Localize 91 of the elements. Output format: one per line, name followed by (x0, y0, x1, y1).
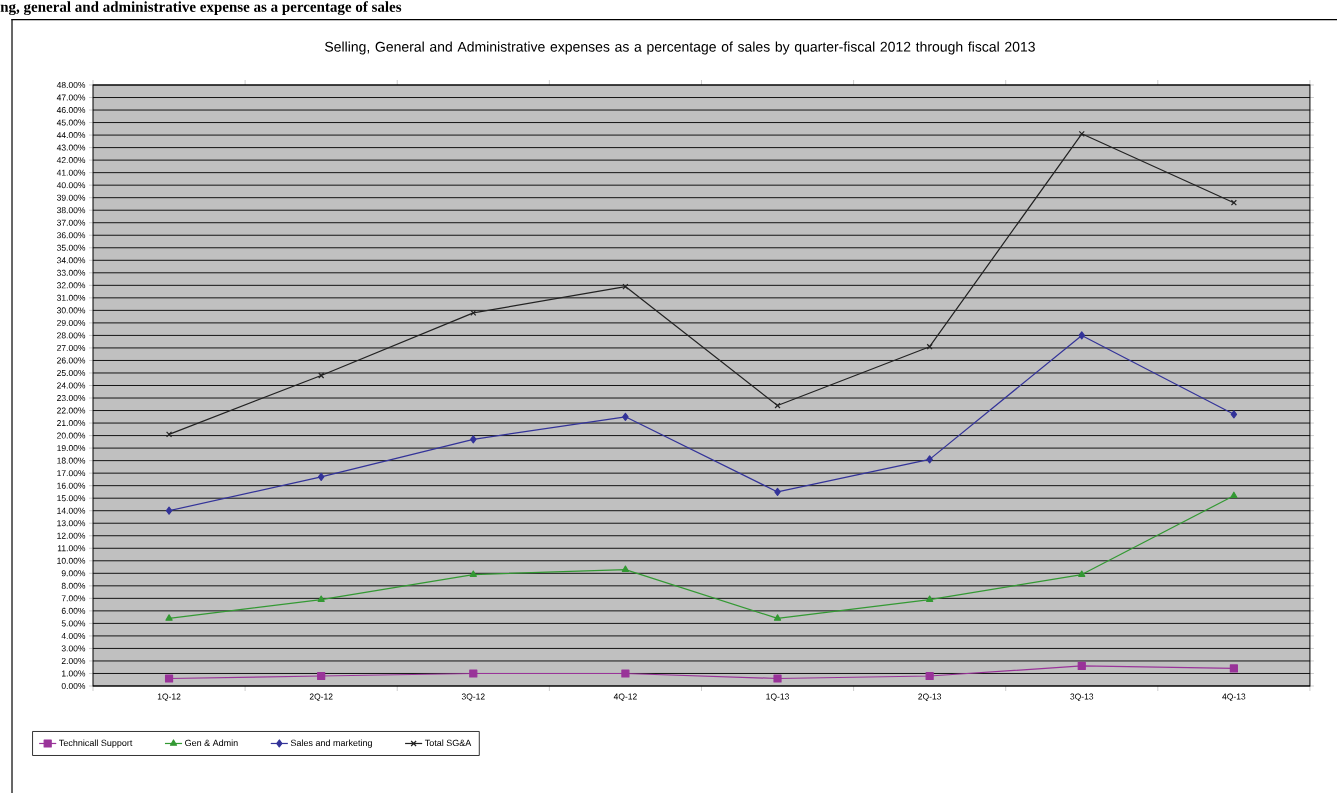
y-tick-label: 26.00% (57, 357, 86, 364)
point (1230, 410, 1238, 419)
legend-label: Sales and marketing (290, 739, 372, 748)
y-tick-label: 36.00% (56, 232, 86, 239)
point (317, 595, 325, 602)
y-tick-label: 46.00% (56, 107, 86, 114)
y-tick-label: 7.00% (61, 595, 86, 602)
y-tick-label: 21.00% (57, 420, 86, 427)
y-tick-label: 8.00% (61, 582, 86, 589)
y-tick-label: 29.00% (57, 319, 86, 326)
y-tick-label: 11.00% (57, 545, 86, 552)
y-tick-label: 43.00% (56, 144, 86, 151)
y-tick-label: 28.00% (57, 332, 86, 339)
legend-label: Gen & Admin (185, 739, 238, 747)
point (165, 506, 173, 515)
y-tick-label: 25.00% (57, 369, 86, 376)
y-tick-label: 34.00% (56, 257, 86, 264)
y-tick-label: 23.00% (57, 395, 86, 402)
point (317, 671, 326, 681)
y-tick-label: 1.00% (62, 670, 86, 677)
y-tick-label: 41.00% (56, 169, 86, 176)
y-tick-label: 13.00% (57, 520, 86, 527)
point (164, 674, 174, 683)
y-tick-label: 0.00% (61, 683, 86, 689)
y-tick-label: 32.00% (56, 282, 86, 289)
point (1078, 570, 1086, 577)
point (774, 487, 781, 497)
y-tick-label: 20.00% (57, 432, 86, 439)
y-tick-label: 9.00% (61, 570, 86, 577)
y-tick-label: 48.00% (56, 82, 86, 88)
x-tick-label: 1Q-13 (766, 693, 789, 702)
point (165, 431, 173, 438)
legend-label: Technicall Support (59, 739, 133, 748)
x-tick-label: 2Q-12 (309, 693, 333, 702)
y-tick-label: 30.00% (56, 307, 86, 314)
point (469, 570, 477, 577)
point (1230, 199, 1237, 206)
y-tick-label: 6.00% (61, 607, 86, 614)
y-tick-label: 10.00% (57, 557, 86, 564)
point (622, 412, 629, 421)
y-tick-label: 18.00% (57, 457, 86, 464)
y-tick-label: 37.00% (56, 219, 86, 226)
point (165, 614, 173, 621)
y-tick-label: 4.00% (61, 632, 86, 639)
y-tick-label: 16.00% (57, 482, 86, 489)
y-tick-label: 17.00% (57, 470, 86, 477)
point (621, 565, 630, 572)
y-tick-label: 12.00% (57, 532, 86, 539)
y-tick-label: 45.00% (56, 119, 86, 126)
y-tick-label: 15.00% (57, 495, 86, 502)
point (773, 674, 782, 683)
point (470, 435, 477, 444)
x-tick-label: 4Q-13 (1222, 693, 1246, 702)
point (317, 472, 325, 481)
y-tick-label: 2.00% (61, 657, 86, 664)
point (926, 595, 934, 602)
point (1229, 664, 1238, 673)
y-tick-label: 24.00% (57, 382, 86, 389)
y-tick-label: 42.00% (56, 157, 86, 164)
point (318, 372, 325, 379)
legend-label: Total SG&A (424, 739, 472, 747)
point (926, 455, 933, 464)
y-tick-label: 5.00% (61, 620, 86, 627)
y-tick-label: 40.00% (56, 182, 86, 189)
point (925, 671, 934, 681)
y-tick-label: 22.00% (57, 407, 86, 414)
point (1230, 491, 1238, 499)
y-tick-label: 38.00% (56, 207, 86, 214)
x-tick-label: 1Q-12 (157, 693, 181, 702)
chart-title: Selling, General and Administrative expenses as a percentage of sales by quarter-fiscal 2012 through fiscal 2013 (325, 41, 1035, 55)
point (621, 669, 630, 678)
y-tick-label: 3.00% (61, 645, 86, 652)
text: ng, general and administrative expense as a percentage of sales (0, 1, 402, 16)
x-tick-label: 2Q-13 (918, 693, 942, 702)
y-tick-label: 47.00% (56, 94, 86, 101)
point (1077, 661, 1086, 671)
y-tick-label: 33.00% (56, 269, 86, 276)
y-tick-label: 27.00% (57, 344, 86, 351)
x-tick-label: 3Q-12 (461, 693, 485, 702)
y-tick-label: 44.00% (56, 132, 86, 139)
y-tick-label: 31.00% (56, 294, 86, 301)
x-tick-label: 3Q-13 (1070, 693, 1094, 702)
y-tick-label: 19.00% (57, 445, 86, 452)
y-tick-label: 35.00% (56, 244, 86, 251)
point (773, 614, 782, 621)
point (1078, 331, 1085, 340)
x-tick-label: 4Q-12 (613, 693, 637, 702)
y-tick-label: 14.00% (57, 507, 86, 514)
y-tick-label: 39.00% (56, 194, 86, 201)
point (470, 309, 477, 316)
point (469, 669, 478, 678)
